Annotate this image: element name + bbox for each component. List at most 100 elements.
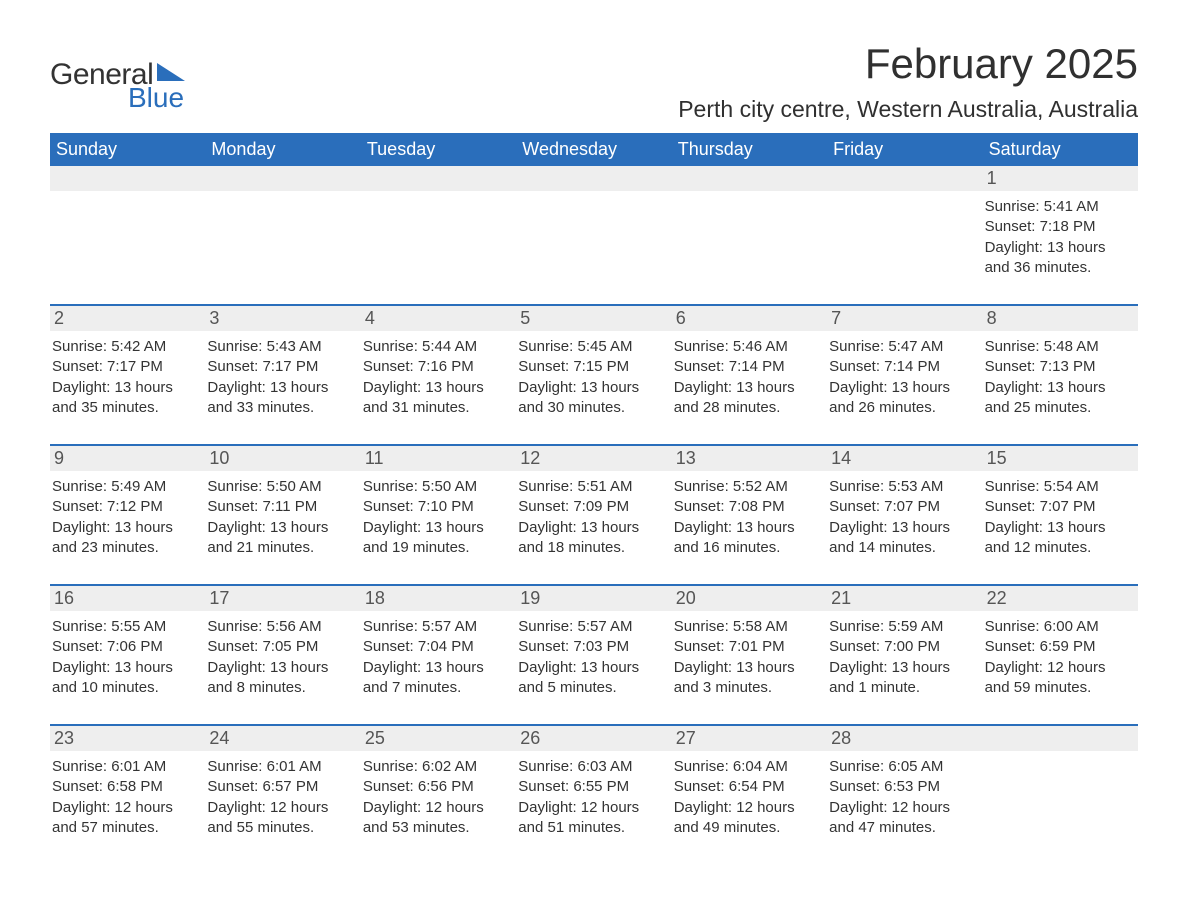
day-info-line: Daylight: 13 hours and 7 minutes.: [363, 658, 512, 699]
day-number: 13: [672, 446, 827, 471]
day-info-line: Sunset: 6:58 PM: [52, 777, 201, 797]
day-number: 10: [205, 446, 360, 471]
day-info-line: Daylight: 12 hours and 49 minutes.: [674, 798, 823, 839]
day-info-line: Sunset: 6:56 PM: [363, 777, 512, 797]
day-info-line: Daylight: 12 hours and 57 minutes.: [52, 798, 201, 839]
day-cell: [50, 191, 205, 278]
day-info-line: Sunset: 7:06 PM: [52, 637, 201, 657]
day-info-line: Sunrise: 5:51 AM: [518, 477, 667, 497]
day-number: 11: [361, 446, 516, 471]
day-number: 28: [827, 726, 982, 751]
calendar-week: 232425262728Sunrise: 6:01 AMSunset: 6:58…: [50, 724, 1138, 838]
day-info-line: Sunset: 6:53 PM: [829, 777, 978, 797]
day-info-line: Daylight: 12 hours and 47 minutes.: [829, 798, 978, 839]
day-number: 5: [516, 306, 671, 331]
day-info-line: Daylight: 13 hours and 33 minutes.: [207, 378, 356, 419]
day-cell: Sunrise: 5:47 AMSunset: 7:14 PMDaylight:…: [827, 331, 982, 418]
day-number: 21: [827, 586, 982, 611]
day-info-line: Daylight: 13 hours and 35 minutes.: [52, 378, 201, 419]
day-info-line: Sunrise: 5:58 AM: [674, 617, 823, 637]
day-number: 8: [983, 306, 1138, 331]
day-number: 25: [361, 726, 516, 751]
day-number: 12: [516, 446, 671, 471]
day-info-line: Sunset: 7:17 PM: [207, 357, 356, 377]
day-info-line: Sunrise: 5:57 AM: [518, 617, 667, 637]
day-number: 22: [983, 586, 1138, 611]
day-info-line: Daylight: 13 hours and 28 minutes.: [674, 378, 823, 419]
day-info-line: Sunset: 7:14 PM: [829, 357, 978, 377]
day-number: 1: [983, 166, 1138, 191]
calendar-week: 2345678Sunrise: 5:42 AMSunset: 7:17 PMDa…: [50, 304, 1138, 418]
day-number: 20: [672, 586, 827, 611]
day-cell: Sunrise: 5:50 AMSunset: 7:11 PMDaylight:…: [205, 471, 360, 558]
day-cell: Sunrise: 5:43 AMSunset: 7:17 PMDaylight:…: [205, 331, 360, 418]
weekday-header: Sunday: [50, 133, 205, 166]
day-number: 17: [205, 586, 360, 611]
calendar-week: 1Sunrise: 5:41 AMSunset: 7:18 PMDaylight…: [50, 166, 1138, 278]
day-number: 26: [516, 726, 671, 751]
day-number: [827, 166, 982, 191]
day-number: 19: [516, 586, 671, 611]
day-cell: Sunrise: 5:55 AMSunset: 7:06 PMDaylight:…: [50, 611, 205, 698]
day-info-line: Daylight: 12 hours and 51 minutes.: [518, 798, 667, 839]
day-info-line: Daylight: 13 hours and 26 minutes.: [829, 378, 978, 419]
day-info-line: Sunrise: 5:50 AM: [207, 477, 356, 497]
day-info-line: Sunset: 7:03 PM: [518, 637, 667, 657]
day-number: [672, 166, 827, 191]
day-info-line: Sunrise: 5:47 AM: [829, 337, 978, 357]
weekday-header: Friday: [827, 133, 982, 166]
calendar-week: 9101112131415Sunrise: 5:49 AMSunset: 7:1…: [50, 444, 1138, 558]
day-cell: Sunrise: 5:53 AMSunset: 7:07 PMDaylight:…: [827, 471, 982, 558]
day-cell: Sunrise: 5:54 AMSunset: 7:07 PMDaylight:…: [983, 471, 1138, 558]
day-info-line: Sunset: 7:16 PM: [363, 357, 512, 377]
day-cell: Sunrise: 5:52 AMSunset: 7:08 PMDaylight:…: [672, 471, 827, 558]
day-number: 4: [361, 306, 516, 331]
location-subtitle: Perth city centre, Western Australia, Au…: [678, 96, 1138, 123]
weekday-header: Monday: [205, 133, 360, 166]
day-info-line: Sunrise: 6:01 AM: [52, 757, 201, 777]
day-info-line: Daylight: 12 hours and 53 minutes.: [363, 798, 512, 839]
day-info-line: Daylight: 13 hours and 36 minutes.: [985, 238, 1134, 279]
weeks-container: 1Sunrise: 5:41 AMSunset: 7:18 PMDaylight…: [50, 166, 1138, 838]
day-info-line: Sunset: 7:11 PM: [207, 497, 356, 517]
day-cell: Sunrise: 5:49 AMSunset: 7:12 PMDaylight:…: [50, 471, 205, 558]
logo-text-blue: Blue: [128, 82, 185, 114]
day-info-line: Sunset: 7:15 PM: [518, 357, 667, 377]
day-cell: [672, 191, 827, 278]
day-cell: Sunrise: 5:56 AMSunset: 7:05 PMDaylight:…: [205, 611, 360, 698]
day-cell: Sunrise: 5:48 AMSunset: 7:13 PMDaylight:…: [983, 331, 1138, 418]
logo: General Blue: [50, 40, 185, 114]
day-info-line: Daylight: 13 hours and 1 minute.: [829, 658, 978, 699]
calendar: SundayMondayTuesdayWednesdayThursdayFrid…: [50, 133, 1138, 838]
day-info-line: Sunrise: 5:45 AM: [518, 337, 667, 357]
day-info-line: Sunrise: 5:41 AM: [985, 197, 1134, 217]
day-cell: Sunrise: 5:46 AMSunset: 7:14 PMDaylight:…: [672, 331, 827, 418]
day-info-line: Daylight: 13 hours and 31 minutes.: [363, 378, 512, 419]
day-info-line: Daylight: 13 hours and 30 minutes.: [518, 378, 667, 419]
day-info-line: Sunset: 7:00 PM: [829, 637, 978, 657]
day-info-line: Sunset: 7:07 PM: [829, 497, 978, 517]
day-number: 14: [827, 446, 982, 471]
weekday-header: Saturday: [983, 133, 1138, 166]
day-number: [361, 166, 516, 191]
day-cell: Sunrise: 5:58 AMSunset: 7:01 PMDaylight:…: [672, 611, 827, 698]
day-info-line: Sunset: 7:04 PM: [363, 637, 512, 657]
day-info-line: Sunrise: 5:44 AM: [363, 337, 512, 357]
day-info-line: Daylight: 13 hours and 10 minutes.: [52, 658, 201, 699]
day-number: [983, 726, 1138, 751]
day-info-line: Sunrise: 6:05 AM: [829, 757, 978, 777]
day-number: 2: [50, 306, 205, 331]
day-cell: [361, 191, 516, 278]
day-info-line: Sunrise: 6:02 AM: [363, 757, 512, 777]
day-info-line: Sunset: 7:12 PM: [52, 497, 201, 517]
day-number: [516, 166, 671, 191]
day-cell: Sunrise: 6:00 AMSunset: 6:59 PMDaylight:…: [983, 611, 1138, 698]
day-info-line: Daylight: 13 hours and 21 minutes.: [207, 518, 356, 559]
day-info-line: Daylight: 12 hours and 55 minutes.: [207, 798, 356, 839]
day-cell: Sunrise: 5:41 AMSunset: 7:18 PMDaylight:…: [983, 191, 1138, 278]
day-info-line: Daylight: 13 hours and 5 minutes.: [518, 658, 667, 699]
day-info-line: Sunrise: 5:53 AM: [829, 477, 978, 497]
day-info-line: Sunrise: 5:42 AM: [52, 337, 201, 357]
day-cell: [516, 191, 671, 278]
day-info-line: Sunset: 7:01 PM: [674, 637, 823, 657]
